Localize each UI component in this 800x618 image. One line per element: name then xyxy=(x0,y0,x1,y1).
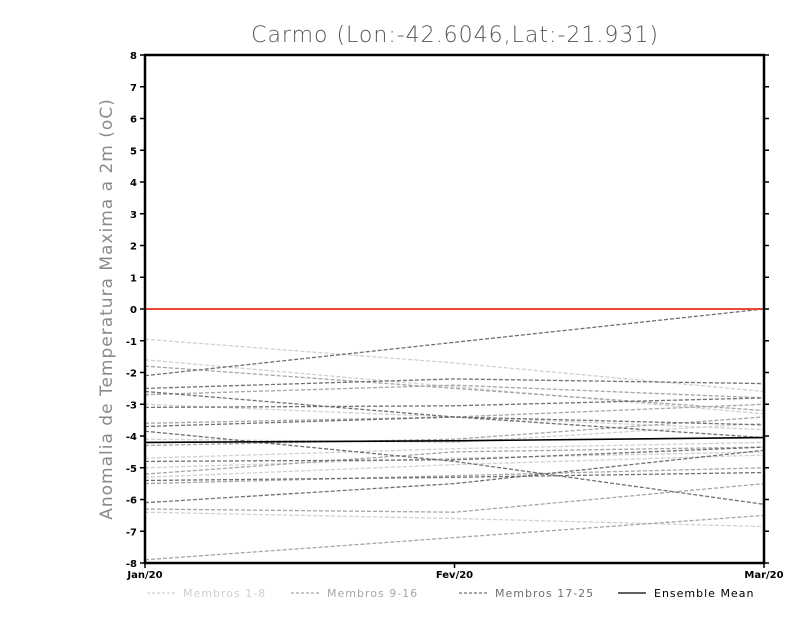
y-tick-label: -7 xyxy=(126,527,137,538)
legend-label: Ensemble Mean xyxy=(654,587,754,600)
y-tick-label: 2 xyxy=(130,242,137,253)
y-tick-label: 5 xyxy=(130,146,137,157)
series-line-group3-member4 xyxy=(144,397,765,409)
series-line-group1-member8 xyxy=(144,511,765,528)
legend-label: Membros 17-25 xyxy=(495,587,594,600)
y-tick-label: -2 xyxy=(126,369,137,380)
series-line-group1-member4 xyxy=(144,422,765,444)
y-tick-label: 8 xyxy=(130,51,137,62)
series-line-group3-member3 xyxy=(144,390,765,439)
x-tick-label: Mar/20 xyxy=(744,570,783,581)
legend-label: Membros 1-8 xyxy=(183,587,266,600)
y-tick-label: 3 xyxy=(130,210,137,221)
y-axis-label: Anomalia de Temperatura Maxima a 2m (oC) xyxy=(97,98,117,520)
x-tick-label: Jan/20 xyxy=(126,570,162,581)
series-line-group2-member8 xyxy=(144,514,765,561)
y-tick-label: 7 xyxy=(130,83,137,94)
series-line-group3-member8 xyxy=(144,471,765,482)
series-line-group2-member6 xyxy=(144,467,765,485)
y-tick-label: 0 xyxy=(130,305,137,316)
series-line-group2-member7 xyxy=(144,482,765,513)
axes: -8 -7 -6 -5 -4 -3 -2 -1 0 1 2 3 4 5 6 7 8 Jan/20 Fev/20 Mar… xyxy=(126,51,784,581)
series-line-group3-member9 xyxy=(144,449,765,504)
series-line-group2-member4 xyxy=(144,416,765,447)
y-tick-label: -4 xyxy=(126,432,137,443)
y-tick-label: -6 xyxy=(126,496,137,507)
series-line-group2-member5 xyxy=(144,446,765,475)
plot-area xyxy=(144,308,765,561)
series-line-group3-member2 xyxy=(144,378,765,390)
series-line-group1-member7 xyxy=(144,454,765,478)
series-line-group3-member5 xyxy=(144,416,765,428)
series-line-group1-member5 xyxy=(144,441,765,459)
series-line-group1-member6 xyxy=(144,451,765,469)
y-tick-label: 1 xyxy=(130,273,137,284)
series-line-group1-member2 xyxy=(144,359,765,415)
y-tick-label: 6 xyxy=(130,115,137,126)
y-tick-label: -1 xyxy=(126,337,137,348)
ensemble-mean-line xyxy=(144,436,765,444)
series-line-group3-member7 xyxy=(144,446,765,463)
y-tick-label: -8 xyxy=(126,559,137,570)
series-line-group3-member1 xyxy=(144,308,765,377)
y-tick-label: 4 xyxy=(130,178,137,189)
chart-title: Carmo (Lon:-42.6046,Lat:-21.931) xyxy=(251,23,659,48)
y-tick-label: -5 xyxy=(126,464,137,475)
legend: Membros 1-8 Membros 9-16 Membros 17-25 Ense… xyxy=(147,587,754,600)
series-line-group2-member2 xyxy=(144,384,765,399)
x-tick-label: Fev/20 xyxy=(436,570,473,581)
y-tick-label: -3 xyxy=(126,400,137,411)
series-line-group2-member1 xyxy=(144,365,765,412)
legend-label: Membros 9-16 xyxy=(327,587,418,600)
